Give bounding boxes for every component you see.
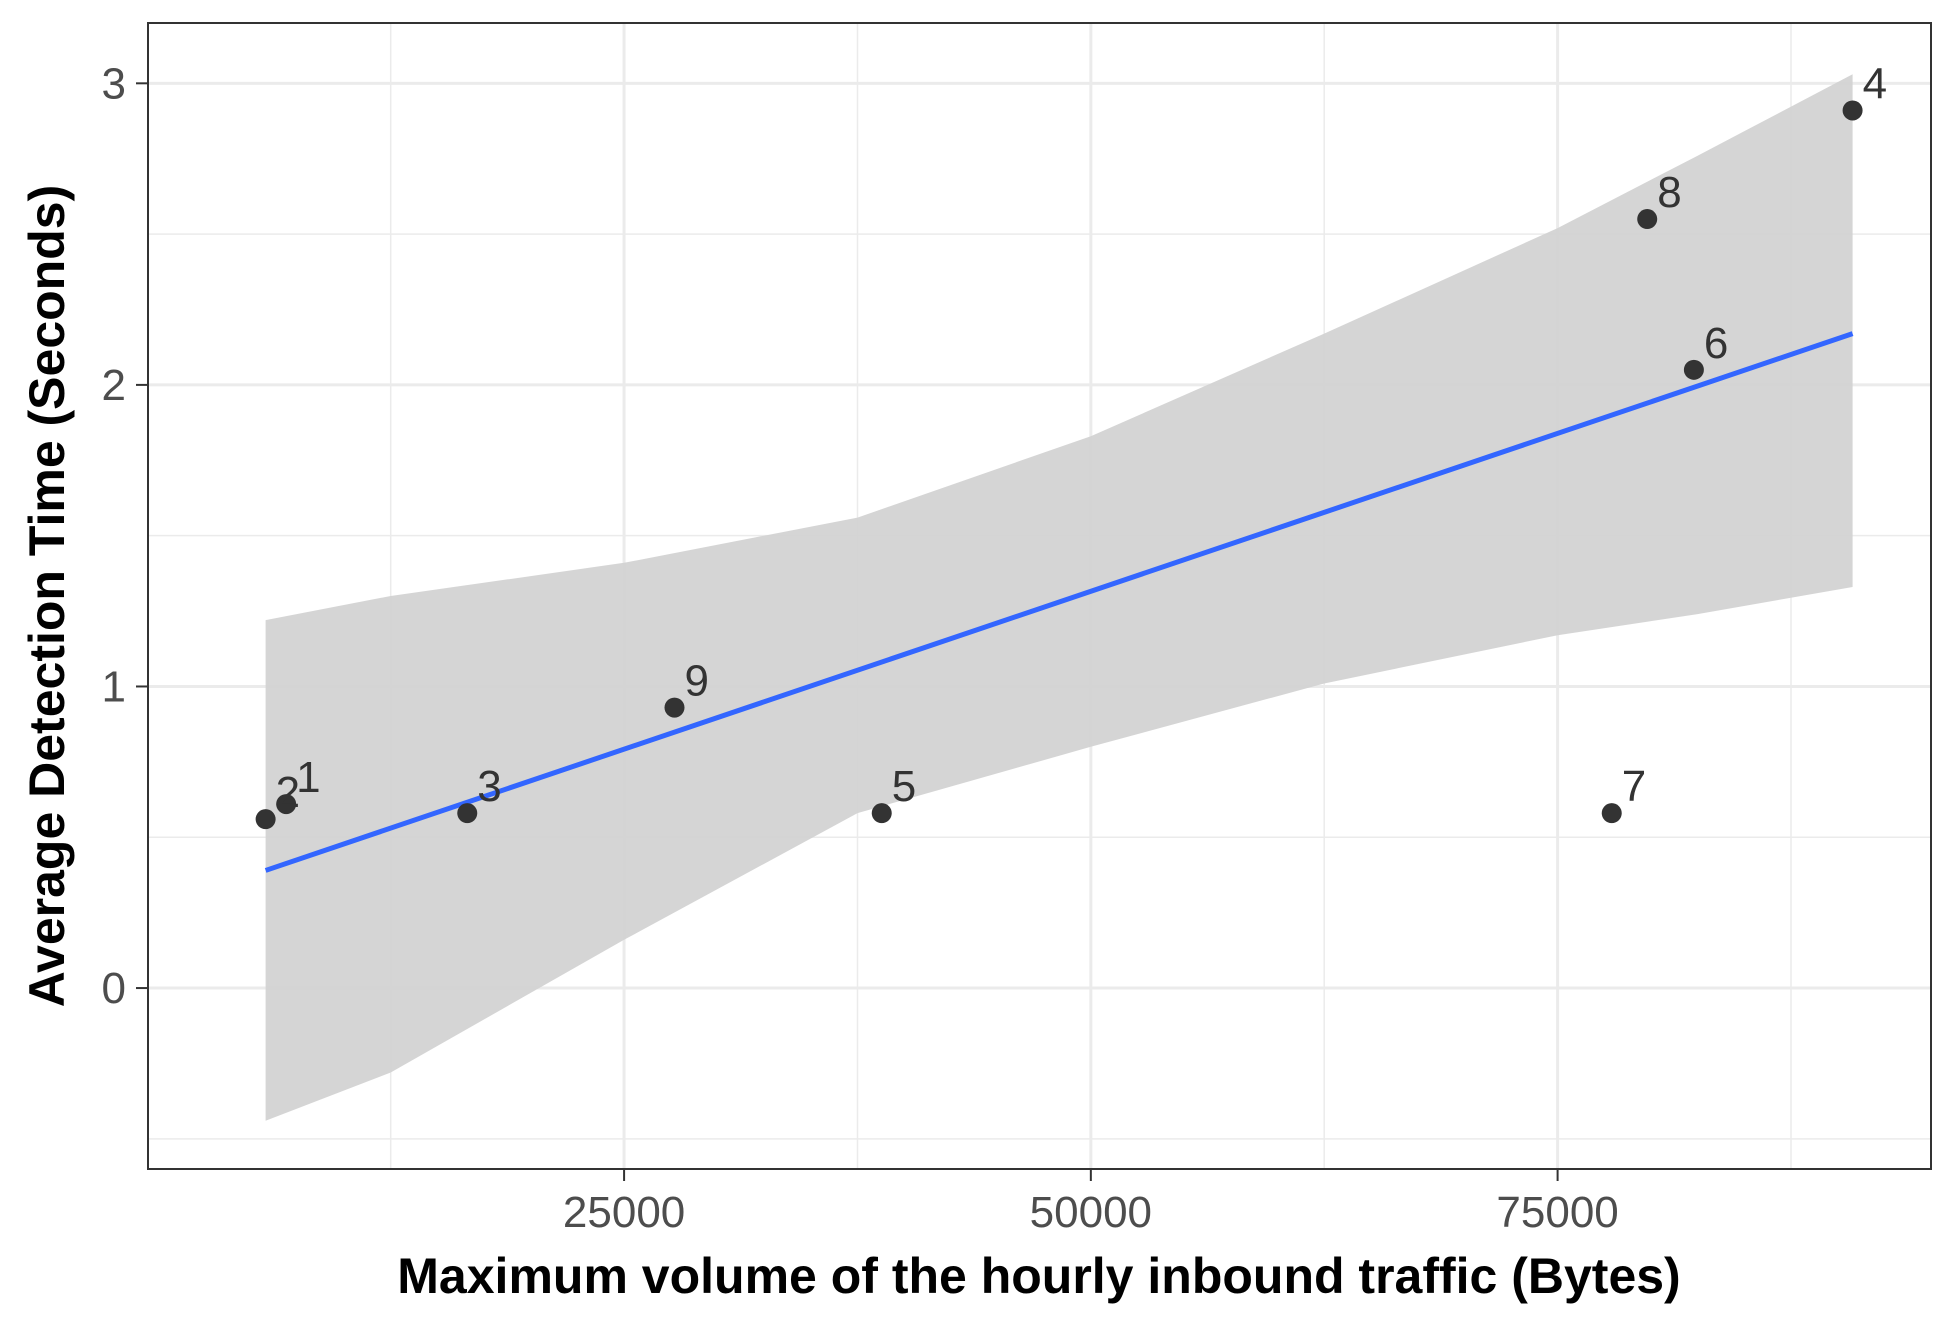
- data-point-4: [1842, 100, 1863, 121]
- data-point-9: [664, 697, 685, 718]
- y-tick-label: 3: [102, 59, 126, 108]
- x-tick-label: 25000: [563, 1188, 685, 1237]
- y-tick-label: 2: [102, 361, 126, 410]
- regression-line: [264, 331, 1854, 873]
- point-label-3: 3: [477, 762, 501, 811]
- confidence-band-layer: [265, 74, 1853, 1121]
- x-tick-label: 50000: [1030, 1188, 1152, 1237]
- point-label-9: 9: [684, 657, 708, 706]
- point-label-8: 8: [1657, 168, 1681, 217]
- y-tick-label: 1: [102, 662, 126, 711]
- point-label-7: 7: [1622, 762, 1646, 811]
- confidence-band: [265, 74, 1853, 1121]
- x-axis-title: Maximum volume of the hourly inbound tra…: [397, 1248, 1680, 1304]
- point-label-2: 2: [276, 768, 300, 817]
- y-axis-title: Average Detection Time (Seconds): [19, 185, 75, 1007]
- panel-border: [147, 22, 1932, 1170]
- points-layer: [255, 100, 1863, 830]
- point-label-5: 5: [892, 762, 916, 811]
- data-point-8: [1637, 209, 1658, 230]
- point-label-6: 6: [1704, 319, 1728, 368]
- data-point-2: [255, 809, 276, 830]
- data-point-6: [1683, 359, 1704, 380]
- data-point-3: [457, 803, 478, 824]
- point-label-1: 1: [296, 753, 320, 802]
- y-tick-label: 0: [102, 964, 126, 1013]
- data-point-7: [1601, 803, 1622, 824]
- data-point-1: [276, 794, 297, 815]
- point-label-4: 4: [1863, 59, 1887, 108]
- data-point-5: [871, 803, 892, 824]
- x-tick-label: 75000: [1496, 1188, 1618, 1237]
- point-labels-layer: 12 3 4 5 6 7 8 9: [276, 59, 1887, 817]
- fit-line-layer: [264, 331, 1854, 873]
